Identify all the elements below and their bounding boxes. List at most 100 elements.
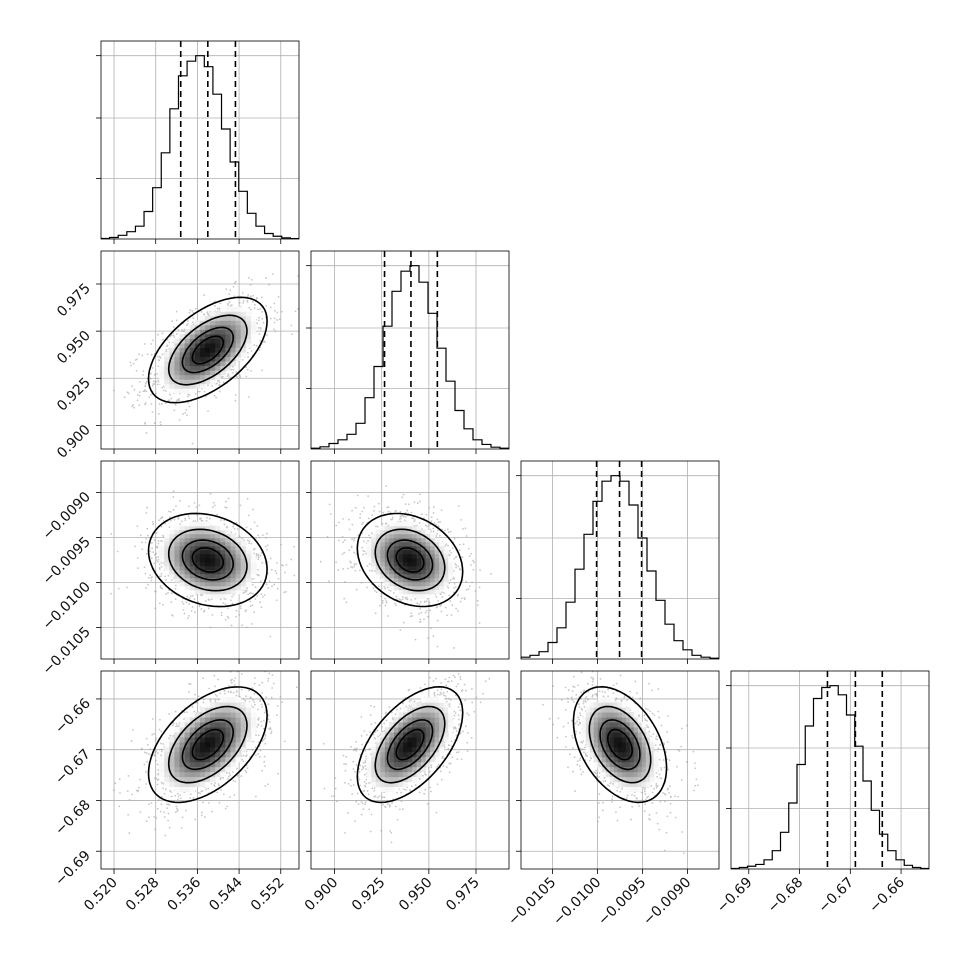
scatter-point [260, 703, 263, 706]
scatter-point [220, 614, 223, 617]
scatter-point [259, 328, 262, 331]
density-block [393, 577, 399, 583]
scatter-point [371, 569, 374, 572]
scatter-point [177, 517, 180, 520]
scatter-point [228, 301, 231, 303]
scatter-point [253, 552, 255, 555]
scatter-point [157, 359, 160, 361]
density-block [194, 329, 201, 335]
scatter-point [362, 550, 365, 552]
scatter-point [266, 334, 268, 336]
density-block [194, 356, 201, 362]
density-block [189, 347, 196, 353]
scatter-point [385, 485, 388, 488]
scatter-point [149, 550, 152, 553]
density-block [402, 565, 408, 571]
density-block [205, 361, 211, 367]
scatter-point [183, 612, 186, 615]
density-block [245, 557, 252, 563]
density-block [402, 529, 408, 535]
scatter-point [353, 537, 356, 540]
density-block [434, 537, 440, 543]
scatter-point [273, 317, 276, 320]
density-block [230, 315, 237, 321]
scatter-point [127, 813, 130, 816]
density-block [210, 365, 216, 371]
scatter-point [150, 343, 153, 345]
scatter-point [341, 553, 344, 556]
scatter-point [246, 299, 249, 302]
scatter-point [446, 528, 449, 531]
density-block [393, 573, 399, 579]
scatter-point [274, 570, 277, 572]
scatter-point [187, 617, 189, 620]
density-block [402, 553, 408, 559]
density-block [205, 573, 211, 579]
scatter-point [234, 394, 237, 396]
density-block [164, 383, 170, 389]
density-block [194, 333, 201, 339]
density-block [164, 565, 170, 571]
scatter-point [144, 572, 147, 575]
density-block [210, 585, 216, 591]
density-block [184, 581, 191, 587]
scatter-point [435, 523, 438, 526]
scatter-point [294, 310, 297, 313]
density-block [189, 379, 196, 385]
density-block [421, 573, 427, 579]
scatter-point [142, 390, 145, 393]
scatter-point [297, 308, 299, 310]
scatter-point [261, 692, 264, 694]
scatter-point [186, 323, 189, 325]
density-block [421, 577, 427, 583]
scatter-point [193, 598, 196, 601]
scatter-point [435, 595, 438, 598]
density-block [430, 577, 436, 583]
scatter-point [150, 372, 152, 375]
density-block [250, 333, 257, 339]
density-block [169, 370, 175, 376]
density-block [210, 561, 216, 567]
scatter-point [216, 695, 218, 697]
density-block [393, 585, 399, 591]
density-block [159, 549, 165, 555]
scatter-point [290, 324, 293, 327]
scatter-point [169, 511, 172, 513]
density-block [164, 352, 170, 358]
scatter-point [262, 595, 264, 598]
scatter-point [213, 394, 216, 397]
scatter-point [248, 276, 250, 279]
scatter-point [150, 577, 152, 579]
density-block [164, 569, 170, 575]
scatter-point [250, 369, 252, 372]
scatter-point [453, 582, 456, 585]
density-block [398, 569, 404, 575]
scatter-point [269, 317, 272, 320]
scatter-point [389, 518, 392, 521]
scatter-point [255, 554, 258, 557]
scatter-point [247, 514, 250, 517]
density-block [407, 549, 413, 555]
scatter-point [154, 392, 157, 395]
scatter-point [154, 373, 157, 376]
density-block [425, 593, 431, 599]
density-block [398, 565, 404, 571]
scatter-point [251, 604, 254, 607]
density-block [421, 537, 427, 543]
density-block [184, 585, 191, 591]
density-block [210, 379, 216, 385]
density-block [199, 561, 206, 567]
density-block [164, 370, 170, 376]
density-block [194, 338, 201, 344]
density-block [220, 361, 226, 367]
scatter-point [404, 503, 407, 506]
density-block [398, 581, 404, 587]
density-block [220, 311, 226, 317]
density-block [366, 549, 372, 555]
scatter-point [465, 580, 468, 583]
density-block [169, 537, 175, 543]
density-block [366, 557, 372, 563]
scatter-point [161, 516, 163, 519]
scatter-point [351, 523, 354, 526]
scatter-point [227, 373, 230, 376]
